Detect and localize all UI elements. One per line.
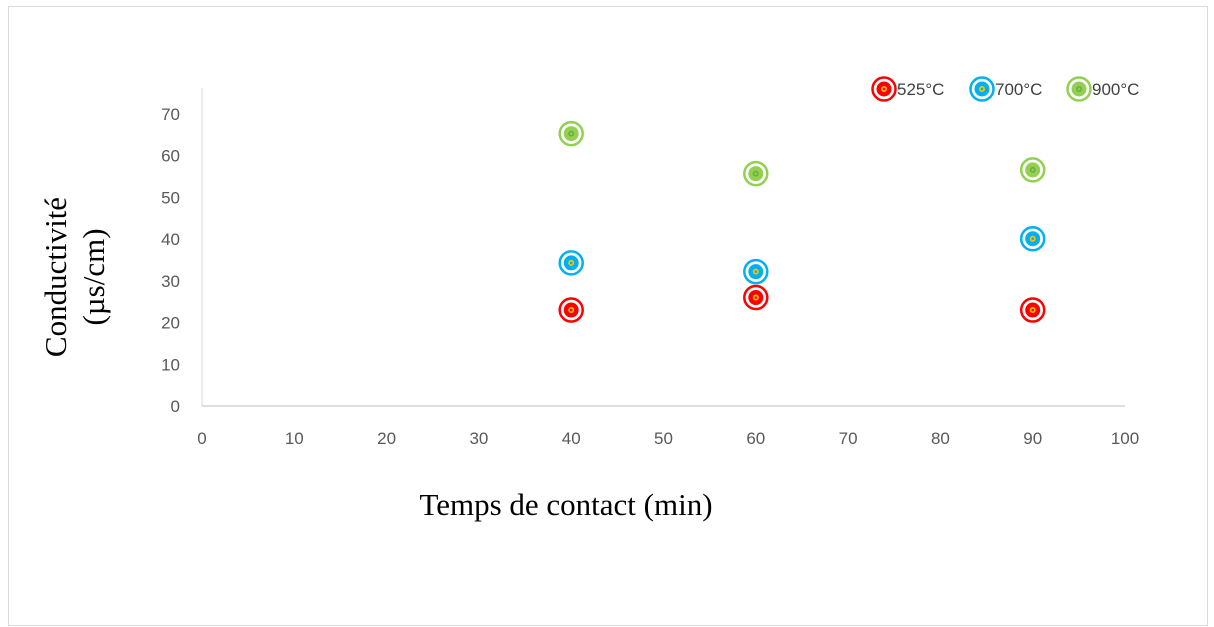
legend-label: 525°C [897,80,944,99]
x-tick-label: 70 [839,429,858,448]
y-tick-label: 0 [171,397,180,416]
legend-label: 900°C [1092,80,1139,99]
x-tick-label: 0 [197,429,206,448]
y-tick-label: 40 [161,230,180,249]
y-tick-label: 50 [161,188,180,207]
x-axis-title: Temps de contact (min) [419,487,712,522]
y-axis-title-line-2: (µs/cm) [76,228,111,325]
data-point [1019,297,1046,323]
x-tick-label: 20 [377,429,396,448]
data-point [558,120,584,147]
legend-marker [871,76,897,102]
x-tick-label: 50 [654,429,673,448]
data-point [558,250,584,276]
legend-entry: 900°C [1066,76,1139,102]
y-axis-title: Conductivité (µs/cm) [38,197,111,357]
x-tick-label: 30 [469,429,488,448]
legend: 525°C 700°C 900°C [871,76,1139,102]
y-axis-title-line-1: Conductivité [38,197,73,357]
x-tick-label: 60 [746,429,765,448]
y-tick-label: 70 [161,105,180,124]
data-point [558,297,584,323]
x-tick-label: 100 [1111,429,1139,448]
legend-marker [1066,76,1092,102]
legend-entry: 700°C [969,76,1042,102]
x-tick-label: 40 [562,429,581,448]
data-point [743,284,769,311]
legend-entry: 525°C [871,76,944,102]
data-point [743,160,769,187]
x-tick-label: 90 [1023,429,1042,448]
y-tick-label: 60 [161,147,180,166]
data-point [1019,157,1046,183]
data-point [743,258,769,285]
plot-area: 0 10 20 30 40 50 60 70 80 90 100 0 10 20 30 40 50 60 70 [161,88,1139,448]
chart-frame [8,6,1208,626]
y-tick-label: 10 [161,355,180,374]
data-point [1019,225,1046,252]
y-tick-label: 20 [161,314,180,333]
y-tick-label: 30 [161,272,180,291]
legend-label: 700°C [995,80,1042,99]
x-tick-label: 80 [931,429,950,448]
x-tick-label: 10 [285,429,304,448]
legend-marker [969,76,995,102]
